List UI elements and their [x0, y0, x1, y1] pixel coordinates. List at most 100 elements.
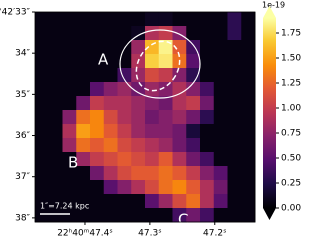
- pixel: [48, 138, 63, 153]
- pixel: [62, 208, 77, 223]
- pixel: [62, 110, 77, 125]
- pixel: [48, 110, 63, 125]
- pixel: [103, 194, 118, 209]
- pixel: [145, 82, 160, 97]
- pixel: [90, 54, 105, 69]
- pixel: [213, 138, 228, 153]
- pixel: [241, 26, 256, 41]
- pixel: [186, 96, 201, 111]
- pixel: [186, 194, 201, 209]
- pixel: [172, 96, 187, 111]
- pixel: [62, 166, 77, 181]
- pixel: [35, 12, 50, 27]
- pixel: [62, 68, 77, 83]
- pixel: [158, 180, 173, 195]
- pixel: [76, 54, 91, 69]
- pixel: [62, 54, 77, 69]
- colorbar-tick-label: 1.75: [281, 29, 301, 39]
- pixel: [158, 40, 173, 55]
- pixel: [241, 166, 256, 181]
- pixel: [172, 124, 187, 139]
- pixel: [241, 180, 256, 195]
- pixel: [76, 110, 91, 125]
- colorbar-extend-top: [263, 6, 276, 18]
- aperture-ellipse: [135, 40, 181, 92]
- pixel: [117, 82, 132, 97]
- pixel: [172, 138, 187, 153]
- pixel: [145, 152, 160, 167]
- pixel: [227, 194, 242, 209]
- pixel: [90, 166, 105, 181]
- label-b: B: [68, 154, 78, 172]
- pixel: [62, 96, 77, 111]
- pixel: [186, 208, 201, 223]
- pixel: [227, 82, 242, 97]
- pixel: [90, 96, 105, 111]
- pixel: [35, 124, 50, 139]
- pixel: [241, 12, 256, 27]
- pixel: [62, 82, 77, 97]
- pixel: [131, 166, 146, 181]
- colorbar-tick-label: 0.00: [281, 204, 301, 214]
- pixel: [145, 40, 160, 55]
- pixel: [158, 26, 173, 41]
- pixel: [158, 208, 173, 223]
- pixel: [227, 180, 242, 195]
- pixel: [227, 96, 242, 111]
- pixel: [90, 82, 105, 97]
- pixel: [158, 194, 173, 209]
- pixel: [62, 152, 77, 167]
- pixel: [227, 40, 242, 55]
- pixel: [241, 40, 256, 55]
- aperture-circle: [119, 29, 201, 99]
- pixel: [117, 194, 132, 209]
- y-tick-label: 35″: [15, 90, 30, 100]
- pixel: [131, 40, 146, 55]
- pixel: [90, 110, 105, 125]
- pixel: [103, 124, 118, 139]
- pixel: [158, 138, 173, 153]
- y-tick-label: 37″: [15, 172, 30, 182]
- pixel: [186, 166, 201, 181]
- pixel: [35, 166, 50, 181]
- label-a: A: [98, 51, 109, 69]
- pixel: [131, 96, 146, 111]
- pixel: [172, 208, 187, 223]
- scale-label: 1″=7.24 kpc: [40, 202, 89, 211]
- pixel: [227, 138, 242, 153]
- pixel: [62, 40, 77, 55]
- pixel: [227, 26, 242, 41]
- pixel: [227, 166, 242, 181]
- pixel: [172, 194, 187, 209]
- pixel: [213, 208, 228, 223]
- pixel: [172, 12, 187, 27]
- frame: [34, 11, 256, 223]
- pixel: [186, 68, 201, 83]
- x-tick-label: 47.2ˢ: [203, 229, 226, 239]
- pixel: [172, 110, 187, 125]
- pixel: [200, 124, 215, 139]
- pixel: [200, 40, 215, 55]
- pixel: [117, 110, 132, 125]
- pixel: [131, 124, 146, 139]
- pixel: [103, 180, 118, 195]
- pixel: [76, 194, 91, 209]
- pixel: [213, 180, 228, 195]
- pixel: [241, 152, 256, 167]
- pixel: [35, 68, 50, 83]
- pixel: [48, 166, 63, 181]
- pixel: [103, 26, 118, 41]
- pixel: [200, 166, 215, 181]
- pixel: [131, 12, 146, 27]
- pixel: [131, 180, 146, 195]
- pixel: [200, 82, 215, 97]
- pixel: [213, 194, 228, 209]
- pixel: [158, 12, 173, 27]
- y-tick-label: 36″: [15, 131, 30, 141]
- image: [35, 12, 256, 223]
- pixel: [117, 208, 132, 223]
- pixel: [241, 96, 256, 111]
- pixel: [117, 96, 132, 111]
- pixel: [90, 138, 105, 153]
